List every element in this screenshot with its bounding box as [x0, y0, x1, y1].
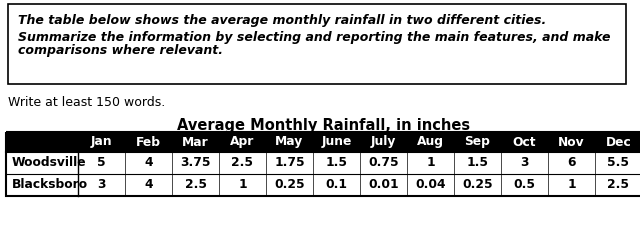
Text: Dec: Dec [605, 136, 632, 149]
Text: 1.5: 1.5 [326, 156, 348, 169]
Text: 1.5: 1.5 [467, 156, 488, 169]
Text: 4: 4 [144, 179, 153, 191]
Text: 3: 3 [97, 179, 106, 191]
Text: 2.5: 2.5 [232, 156, 253, 169]
Text: comparisons where relevant.: comparisons where relevant. [18, 44, 223, 57]
Text: 5.5: 5.5 [607, 156, 630, 169]
Text: 0.25: 0.25 [274, 179, 305, 191]
Bar [6, 132, 640, 196]
Text: Mar: Mar [182, 136, 209, 149]
Text: Woodsville: Woodsville [12, 156, 86, 169]
Text: Nov: Nov [558, 136, 585, 149]
Text: 1.75: 1.75 [274, 156, 305, 169]
Text: 0.04: 0.04 [415, 179, 445, 191]
Text: Apr: Apr [230, 136, 255, 149]
Bar [6, 132, 640, 152]
Text: 2.5: 2.5 [184, 179, 207, 191]
Text: 0.01: 0.01 [368, 179, 399, 191]
Text: Jan: Jan [91, 136, 112, 149]
Text: Oct: Oct [513, 136, 536, 149]
Text: Sep: Sep [465, 136, 490, 149]
Text: 2.5: 2.5 [607, 179, 630, 191]
Text: 5: 5 [97, 156, 106, 169]
Text: 3.75: 3.75 [180, 156, 211, 169]
Text: May: May [275, 136, 303, 149]
Text: July: July [371, 136, 396, 149]
Bar [8, 4, 626, 84]
Text: Feb: Feb [136, 136, 161, 149]
Text: 0.5: 0.5 [513, 179, 536, 191]
Text: Summarize the information by selecting and reporting the main features, and make: Summarize the information by selecting a… [18, 31, 611, 44]
Text: 1: 1 [238, 179, 247, 191]
Text: June: June [321, 136, 352, 149]
Text: Blacksboro: Blacksboro [12, 179, 88, 191]
Text: 0.75: 0.75 [368, 156, 399, 169]
Bar [6, 174, 640, 196]
Text: 1: 1 [426, 156, 435, 169]
Text: 1: 1 [567, 179, 576, 191]
Bar [6, 152, 640, 174]
Text: 3: 3 [520, 156, 529, 169]
Text: 4: 4 [144, 156, 153, 169]
Text: 0.25: 0.25 [462, 179, 493, 191]
Text: The table below shows the average monthly rainfall in two different cities.: The table below shows the average monthl… [18, 14, 547, 27]
Text: Write at least 150 words.: Write at least 150 words. [8, 96, 165, 109]
Text: Average Monthly Rainfall, in inches: Average Monthly Rainfall, in inches [177, 118, 470, 133]
Text: 6: 6 [567, 156, 576, 169]
Text: Aug: Aug [417, 136, 444, 149]
Text: 0.1: 0.1 [326, 179, 348, 191]
